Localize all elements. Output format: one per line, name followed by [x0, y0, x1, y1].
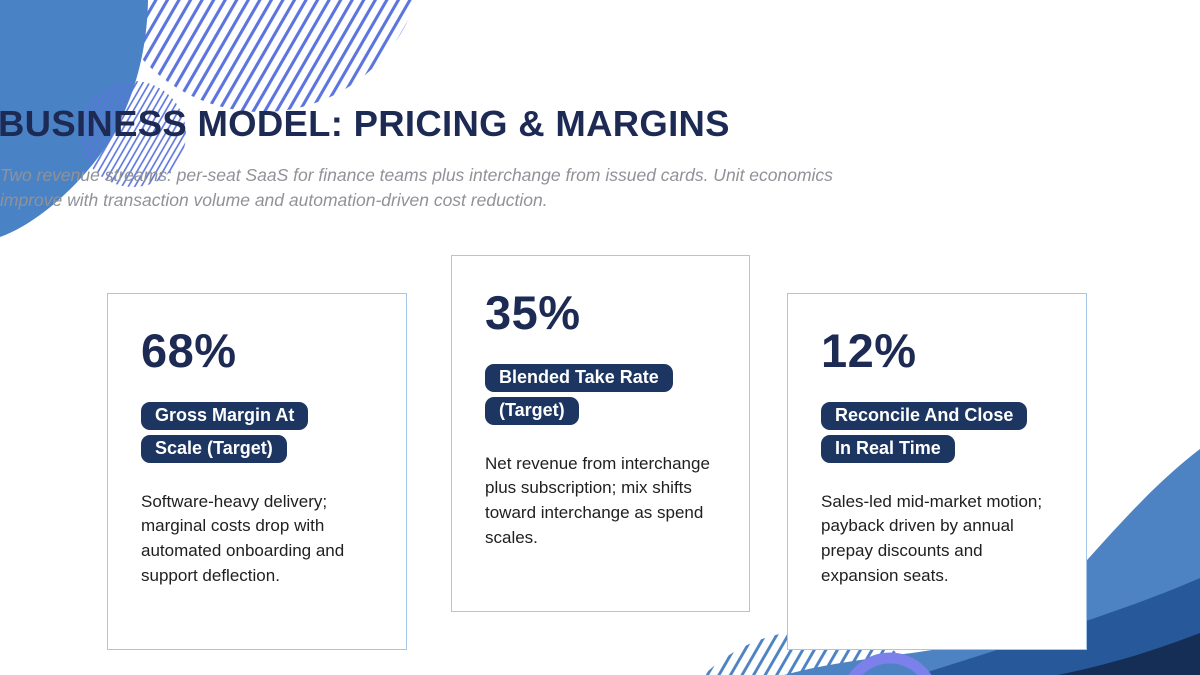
- stat-badge-line: Blended Take Rate: [485, 363, 673, 392]
- stat-description: Sales-led mid-market motion; payback dri…: [821, 491, 1043, 585]
- stat-badge: Blended Take Rate (Target): [485, 363, 717, 425]
- stat-description: Net revenue from interchange plus subscr…: [485, 453, 710, 547]
- ring-decoration: [848, 652, 932, 675]
- stat-card-gross-margin: 68% Gross Margin At Scale (Target) Softw…: [107, 293, 407, 650]
- stat-badge-line: Scale (Target): [141, 434, 287, 463]
- stat-badge: Reconcile And Close In Real Time: [821, 401, 1054, 463]
- top-left-corner-decoration: [0, 0, 417, 237]
- slide-title: BUSINESS MODEL: PRICING & MARGINS: [0, 103, 730, 144]
- stat-card-take-rate: 35% Blended Take Rate (Target) Net reven…: [451, 255, 750, 612]
- stat-description: Software-heavy delivery; marginal costs …: [141, 491, 345, 585]
- striped-circle-large-decoration: [107, 0, 417, 112]
- stat-badge: Gross Margin At Scale (Target): [141, 401, 374, 463]
- stat-badge-line: Gross Margin At: [141, 401, 309, 430]
- stat-badge-line: In Real Time: [821, 434, 955, 463]
- navy-blob-decoration: [0, 0, 88, 114]
- stat-card-reconcile: 12% Reconcile And Close In Real Time Sal…: [787, 293, 1087, 650]
- stat-badge-line: Reconcile And Close: [821, 401, 1028, 430]
- slide-subtitle: Two revenue streams: per-seat SaaS for f…: [0, 165, 833, 211]
- stat-badge-line: (Target): [485, 396, 579, 425]
- stat-value: 12%: [821, 324, 917, 377]
- stat-value: 35%: [485, 286, 581, 339]
- stat-value: 68%: [141, 324, 237, 377]
